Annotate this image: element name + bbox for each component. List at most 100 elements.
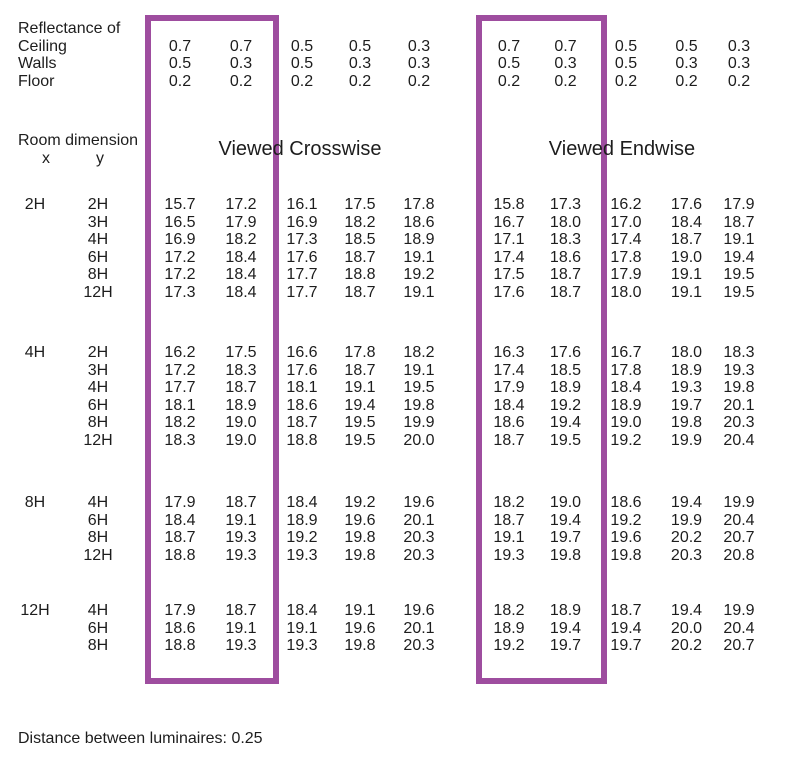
reflectance-value-endwise: 0.5 (614, 55, 638, 72)
reflectance-value-endwise: 0.3 (675, 55, 698, 72)
ugr-value-crosswise: 18.7 (225, 494, 257, 511)
ugr-value-crosswise: 19.1 (403, 283, 435, 301)
ugr-value-crosswise: 17.7 (286, 266, 318, 283)
room-y-label: 4H (87, 494, 109, 511)
ugr-value-endwise: 19.6 (610, 529, 642, 546)
reflectance-value-endwise: 0.3 (727, 55, 751, 72)
ugr-value-endwise: 20.1 (723, 396, 755, 414)
ugr-value-endwise: 17.9 (723, 196, 755, 213)
ugr-value-crosswise: 18.2 (164, 414, 196, 431)
ugr-value-crosswise: 17.9 (225, 213, 257, 231)
reflectance-value-crosswise: 0.5 (290, 55, 314, 72)
ugr-value-endwise: 20.3 (723, 414, 755, 431)
ugr-value-crosswise: 18.1 (164, 396, 196, 414)
ugr-value-endwise: 19.7 (549, 637, 582, 654)
ugr-value-endwise: 18.9 (670, 361, 703, 379)
ugr-value-crosswise: 18.6 (286, 396, 318, 414)
ugr-value-endwise: 17.9 (610, 266, 642, 283)
ugr-value-endwise: 18.7 (493, 511, 525, 529)
ugr-value-endwise: 19.5 (723, 283, 755, 301)
ugr-value-endwise: 20.4 (723, 511, 755, 529)
ugr-value-crosswise: 19.3 (225, 529, 257, 546)
ugr-value-crosswise: 18.7 (164, 529, 196, 546)
ugr-value-crosswise: 19.6 (344, 619, 376, 637)
ugr-value-endwise: 19.0 (670, 248, 703, 266)
ugr-value-endwise: 18.3 (723, 344, 755, 361)
ugr-value-crosswise: 16.9 (164, 231, 196, 248)
reflectance-value-crosswise: 0.2 (168, 72, 192, 90)
ugr-row: 4H 16.9 18.2 17.3 18.5 18.9 17.1 18.3 17.4 18.7 19… (0, 231, 788, 249)
ugr-value-crosswise: 19.2 (344, 494, 376, 511)
ugr-value-endwise: 19.0 (549, 494, 582, 511)
ugr-value-crosswise: 19.1 (225, 511, 257, 529)
ugr-value-endwise: 19.1 (670, 266, 703, 283)
ugr-value-crosswise: 19.8 (344, 637, 376, 654)
ugr-value-crosswise: 17.9 (164, 602, 196, 619)
ugr-value-endwise: 19.4 (610, 619, 642, 637)
ugr-value-endwise: 18.0 (549, 213, 582, 231)
ugr-value-endwise: 18.9 (549, 379, 582, 396)
ugr-value-crosswise: 18.9 (225, 396, 257, 414)
reflectance-row-label: Ceiling (18, 37, 67, 55)
ugr-value-crosswise: 18.7 (344, 283, 376, 301)
ugr-value-endwise: 19.4 (670, 602, 703, 619)
ugr-value-endwise: 19.0 (610, 414, 642, 431)
ugr-value-endwise: 19.8 (549, 546, 582, 564)
room-x-label: 4H (24, 344, 46, 361)
reflectance-value-crosswise: 0.2 (229, 72, 253, 90)
ugr-value-crosswise: 20.1 (403, 619, 435, 637)
ugr-value-crosswise: 19.5 (344, 431, 376, 449)
ugr-block: 2H 2H 15.7 17.2 16.1 17.5 17.8 15.8 17.3 16.2 17.6… (0, 196, 788, 301)
ugr-value-endwise: 18.0 (610, 283, 642, 301)
ugr-value-crosswise: 17.3 (286, 231, 318, 248)
room-y-label: 3H (87, 361, 109, 379)
ugr-value-crosswise: 18.6 (164, 619, 196, 637)
ugr-row: 6H 18.1 18.9 18.6 19.4 19.8 18.4 19.2 18.9 19.7 20… (0, 397, 788, 415)
ugr-row: 6H 18.6 19.1 19.1 19.6 20.1 18.9 19.4 19.4 20.0 20… (0, 620, 788, 638)
ugr-value-endwise: 18.4 (670, 213, 703, 231)
ugr-value-endwise: 19.4 (723, 248, 755, 266)
reflectance-value-endwise: 0.7 (497, 37, 521, 55)
ugr-value-endwise: 20.4 (723, 431, 755, 449)
ugr-value-endwise: 18.9 (549, 602, 582, 619)
room-x-label: 12H (20, 602, 50, 619)
ugr-value-endwise: 18.4 (493, 396, 525, 414)
ugr-value-crosswise: 17.5 (344, 196, 376, 213)
ugr-value-crosswise: 18.4 (164, 511, 196, 529)
ugr-value-crosswise: 19.5 (403, 379, 435, 396)
ugr-value-crosswise: 19.0 (225, 414, 257, 431)
room-y-label: 12H (83, 283, 113, 301)
reflectance-section: Reflectance of Ceiling 0.7 0.7 0.5 0.5 0.3 0.7… (0, 0, 788, 90)
ugr-block: 12H 4H 17.9 18.7 18.4 19.1 19.6 18.2 18.9 18.7 19.… (0, 602, 788, 655)
reflectance-value-endwise: 0.2 (497, 72, 521, 90)
ugr-value-crosswise: 19.1 (403, 248, 435, 266)
room-y-label: 2H (87, 196, 109, 213)
room-y-label: 4H (87, 602, 109, 619)
reflectance-value-endwise: 0.3 (554, 55, 577, 72)
ugr-value-endwise: 20.8 (723, 546, 755, 564)
ugr-value-crosswise: 19.1 (286, 619, 318, 637)
ugr-value-endwise: 19.5 (723, 266, 755, 283)
ugr-value-crosswise: 20.3 (403, 637, 435, 654)
ugr-row: 8H 18.8 19.3 19.3 19.8 20.3 19.2 19.7 19.7 20.2 20… (0, 637, 788, 655)
highlight-box-crosswise (145, 15, 279, 684)
ugr-value-crosswise: 16.5 (164, 213, 196, 231)
ugr-value-crosswise: 17.2 (164, 248, 196, 266)
ugr-value-crosswise: 18.4 (286, 602, 318, 619)
ugr-value-crosswise: 17.6 (286, 361, 318, 379)
ugr-value-endwise: 19.2 (493, 637, 525, 654)
ugr-value-crosswise: 19.3 (286, 546, 318, 564)
xy-header-line: x y (0, 150, 150, 168)
ugr-value-endwise: 19.1 (723, 231, 755, 248)
ugr-value-crosswise: 18.5 (344, 231, 376, 248)
ugr-row: 12H 18.8 19.3 19.3 19.8 20.3 19.3 19.8 19.8 20.3 2… (0, 547, 788, 565)
reflectance-value-crosswise: 0.2 (407, 72, 431, 90)
ugr-value-crosswise: 19.9 (403, 414, 435, 431)
ugr-value-endwise: 19.7 (610, 637, 642, 654)
ugr-row: 4H 2H 16.2 17.5 16.6 17.8 18.2 16.3 17.6 16.7 18.0… (0, 344, 788, 362)
reflectance-title-row: Reflectance of (0, 20, 788, 38)
ugr-value-crosswise: 17.2 (225, 196, 257, 213)
ugr-value-endwise: 19.1 (493, 529, 525, 546)
reflectance-value-endwise: 0.2 (675, 72, 698, 90)
ugr-row: 6H 18.4 19.1 18.9 19.6 20.1 18.7 19.4 19.2 19.9 20… (0, 512, 788, 530)
